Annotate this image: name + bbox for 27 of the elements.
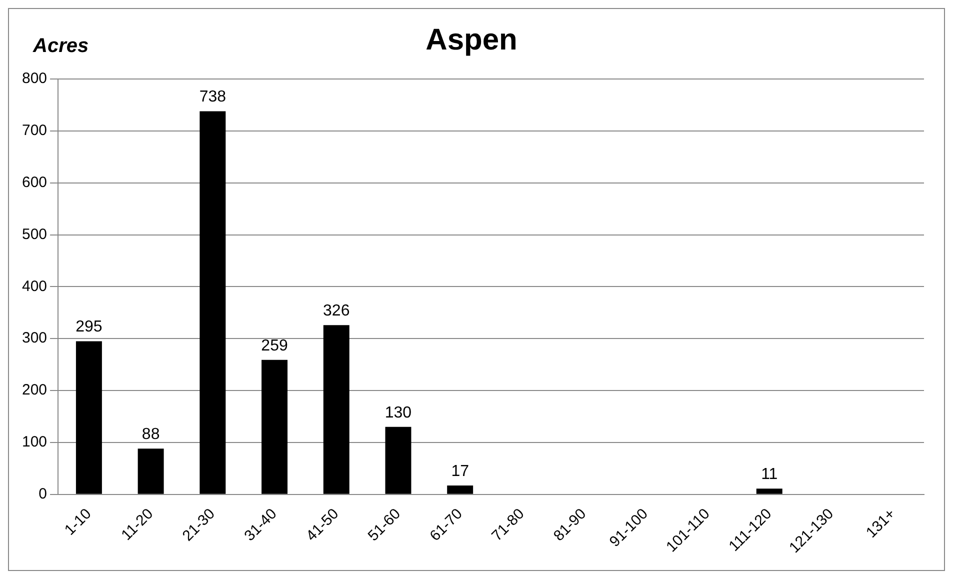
y-tick-label: 700 (22, 122, 48, 140)
bar (262, 360, 288, 494)
bar (756, 488, 782, 494)
data-label: 295 (76, 318, 102, 336)
data-label: 88 (142, 426, 160, 444)
data-label: 738 (199, 88, 226, 106)
chart-title: Aspen (426, 23, 518, 56)
data-label: 11 (761, 466, 778, 484)
y-axis-title: Acres (33, 35, 89, 58)
bar (200, 111, 226, 494)
y-tick-label: 500 (22, 226, 48, 243)
y-tick-label: 600 (22, 174, 48, 191)
data-label: 130 (384, 404, 412, 422)
y-tick-label: 300 (22, 330, 48, 347)
y-tick-label: 100 (22, 434, 48, 451)
data-label: 259 (261, 337, 288, 354)
y-tick-label: 400 (22, 278, 48, 295)
bar (138, 448, 164, 494)
data-label: 17 (451, 462, 470, 480)
y-tick-label: 200 (22, 382, 48, 399)
bar (447, 486, 474, 494)
y-tick-label: 800 (22, 70, 48, 88)
data-label: 326 (323, 302, 350, 320)
bar (323, 325, 350, 494)
bar (385, 426, 412, 494)
y-tick-label: 0 (38, 485, 48, 502)
bar (76, 341, 102, 494)
